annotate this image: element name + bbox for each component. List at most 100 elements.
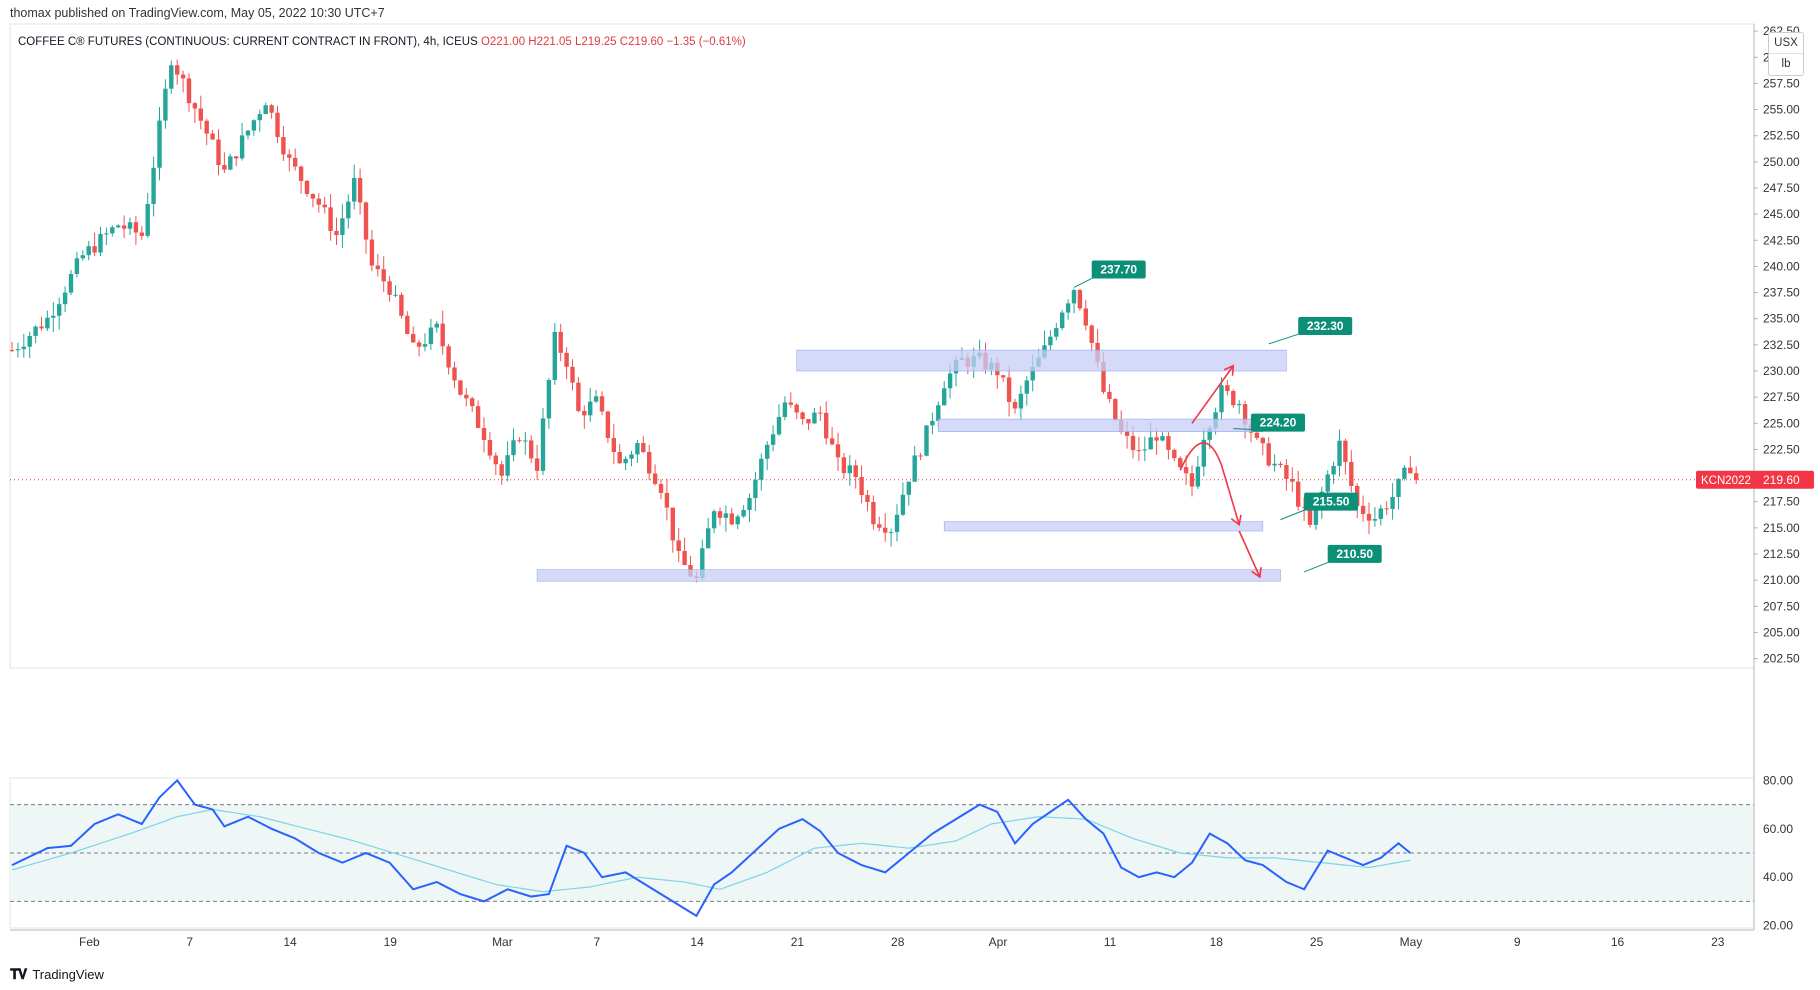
candle-body bbox=[33, 326, 38, 336]
candle-body bbox=[735, 516, 740, 525]
candle-body bbox=[1296, 481, 1301, 507]
candle-body bbox=[139, 232, 144, 236]
candle-body bbox=[346, 201, 351, 219]
candle-body bbox=[635, 443, 640, 455]
candle-body bbox=[363, 202, 369, 240]
candle-body bbox=[251, 120, 257, 131]
candle-body bbox=[770, 434, 776, 445]
candle-body bbox=[245, 130, 251, 136]
time-axis-label: 11 bbox=[1104, 935, 1117, 949]
candle-body bbox=[51, 315, 56, 318]
candle-body bbox=[511, 440, 516, 456]
candle-body bbox=[1337, 440, 1342, 466]
candle-body bbox=[1160, 436, 1165, 441]
projection-arrows bbox=[1179, 364, 1262, 579]
annotation-label: 210.50 bbox=[1336, 547, 1373, 561]
candle-body bbox=[464, 394, 469, 399]
rsi-ma-line bbox=[11, 808, 1411, 893]
candle-body bbox=[894, 514, 900, 533]
candle-body bbox=[1166, 436, 1171, 450]
candle-body bbox=[393, 294, 398, 296]
candle-body bbox=[80, 255, 85, 259]
candle-body bbox=[1054, 328, 1059, 337]
candle-body bbox=[499, 464, 504, 476]
candle-body bbox=[163, 88, 168, 121]
candle-body bbox=[947, 373, 953, 389]
candle-body bbox=[877, 524, 882, 528]
candle-body bbox=[1089, 325, 1094, 343]
candle-body bbox=[676, 540, 681, 551]
candle-body bbox=[906, 481, 911, 495]
candle-body bbox=[788, 402, 793, 405]
candle-body bbox=[806, 418, 811, 424]
time-axis-label: 21 bbox=[791, 935, 805, 949]
candle-body bbox=[157, 120, 162, 168]
candle-body bbox=[759, 458, 764, 480]
candle-body bbox=[198, 108, 203, 121]
currency-unit[interactable]: USX bbox=[1769, 33, 1803, 54]
rsi-line bbox=[11, 778, 1411, 918]
candle-body bbox=[310, 193, 316, 199]
candle-body bbox=[434, 323, 439, 328]
candle-body bbox=[918, 455, 923, 457]
support-resistance-zones bbox=[536, 349, 1287, 582]
candle-body bbox=[1101, 361, 1106, 392]
price-axis-label: 250.00 bbox=[1763, 155, 1800, 169]
candle-body bbox=[1012, 401, 1018, 409]
candle-body bbox=[930, 420, 935, 426]
projection-arrow bbox=[1179, 442, 1240, 525]
measure-unit[interactable]: lb bbox=[1781, 58, 1791, 70]
candle-body bbox=[422, 344, 428, 347]
candle-body bbox=[747, 497, 752, 510]
unit-selector[interactable]: USX lb bbox=[1768, 32, 1804, 76]
candle-body bbox=[682, 550, 687, 566]
candle-body bbox=[86, 246, 91, 256]
candle-body bbox=[92, 246, 97, 253]
candle-body bbox=[475, 406, 481, 428]
price-axis-label: 240.00 bbox=[1763, 259, 1800, 273]
price-axis-label: 212.50 bbox=[1763, 547, 1800, 561]
candle-body bbox=[629, 454, 634, 459]
candle-body bbox=[1307, 506, 1313, 525]
candle-body bbox=[617, 452, 622, 464]
price-axis-label: 257.50 bbox=[1763, 76, 1800, 90]
candle-body bbox=[1207, 428, 1212, 440]
ohlc-high: H221.05 bbox=[528, 36, 572, 48]
candle-body bbox=[700, 548, 705, 578]
candle-body bbox=[239, 135, 245, 159]
candle-body bbox=[334, 230, 339, 236]
candle-body bbox=[116, 225, 121, 228]
candle-body bbox=[216, 139, 221, 166]
candle-body bbox=[1219, 385, 1224, 413]
candle-body bbox=[357, 177, 363, 203]
price-axis-label: 222.50 bbox=[1763, 442, 1800, 456]
candle-body bbox=[1142, 449, 1147, 451]
candle-body bbox=[1266, 443, 1271, 466]
candle-body bbox=[1237, 404, 1242, 406]
annotation-label: 224.20 bbox=[1260, 416, 1297, 430]
current-price-ticker: KCN2022 bbox=[1701, 475, 1751, 487]
candle-body bbox=[1065, 303, 1071, 313]
candle-body bbox=[670, 507, 675, 541]
candle-body bbox=[275, 112, 280, 138]
annotation-label: 232.30 bbox=[1307, 319, 1344, 333]
candle-body bbox=[269, 105, 274, 113]
candle-body bbox=[470, 398, 475, 407]
time-axis-label: 7 bbox=[186, 935, 193, 949]
candle-body bbox=[45, 317, 50, 329]
candle-body bbox=[1183, 467, 1189, 474]
candle-body bbox=[186, 78, 192, 104]
annotation-leader bbox=[1280, 508, 1309, 521]
ohlc-low: L219.25 bbox=[574, 36, 617, 48]
candle-body bbox=[452, 367, 457, 381]
candle-body bbox=[505, 455, 510, 476]
ohlc-change: −1.35 (−0.61%) bbox=[666, 36, 746, 48]
time-axis-label: 23 bbox=[1711, 935, 1725, 949]
annotation-badge bbox=[1251, 413, 1305, 432]
candle-body bbox=[841, 457, 847, 474]
candle-body bbox=[652, 473, 658, 484]
zone-box bbox=[943, 521, 1264, 532]
candle-body bbox=[1225, 385, 1230, 391]
price-axis-label: 215.00 bbox=[1763, 521, 1800, 535]
